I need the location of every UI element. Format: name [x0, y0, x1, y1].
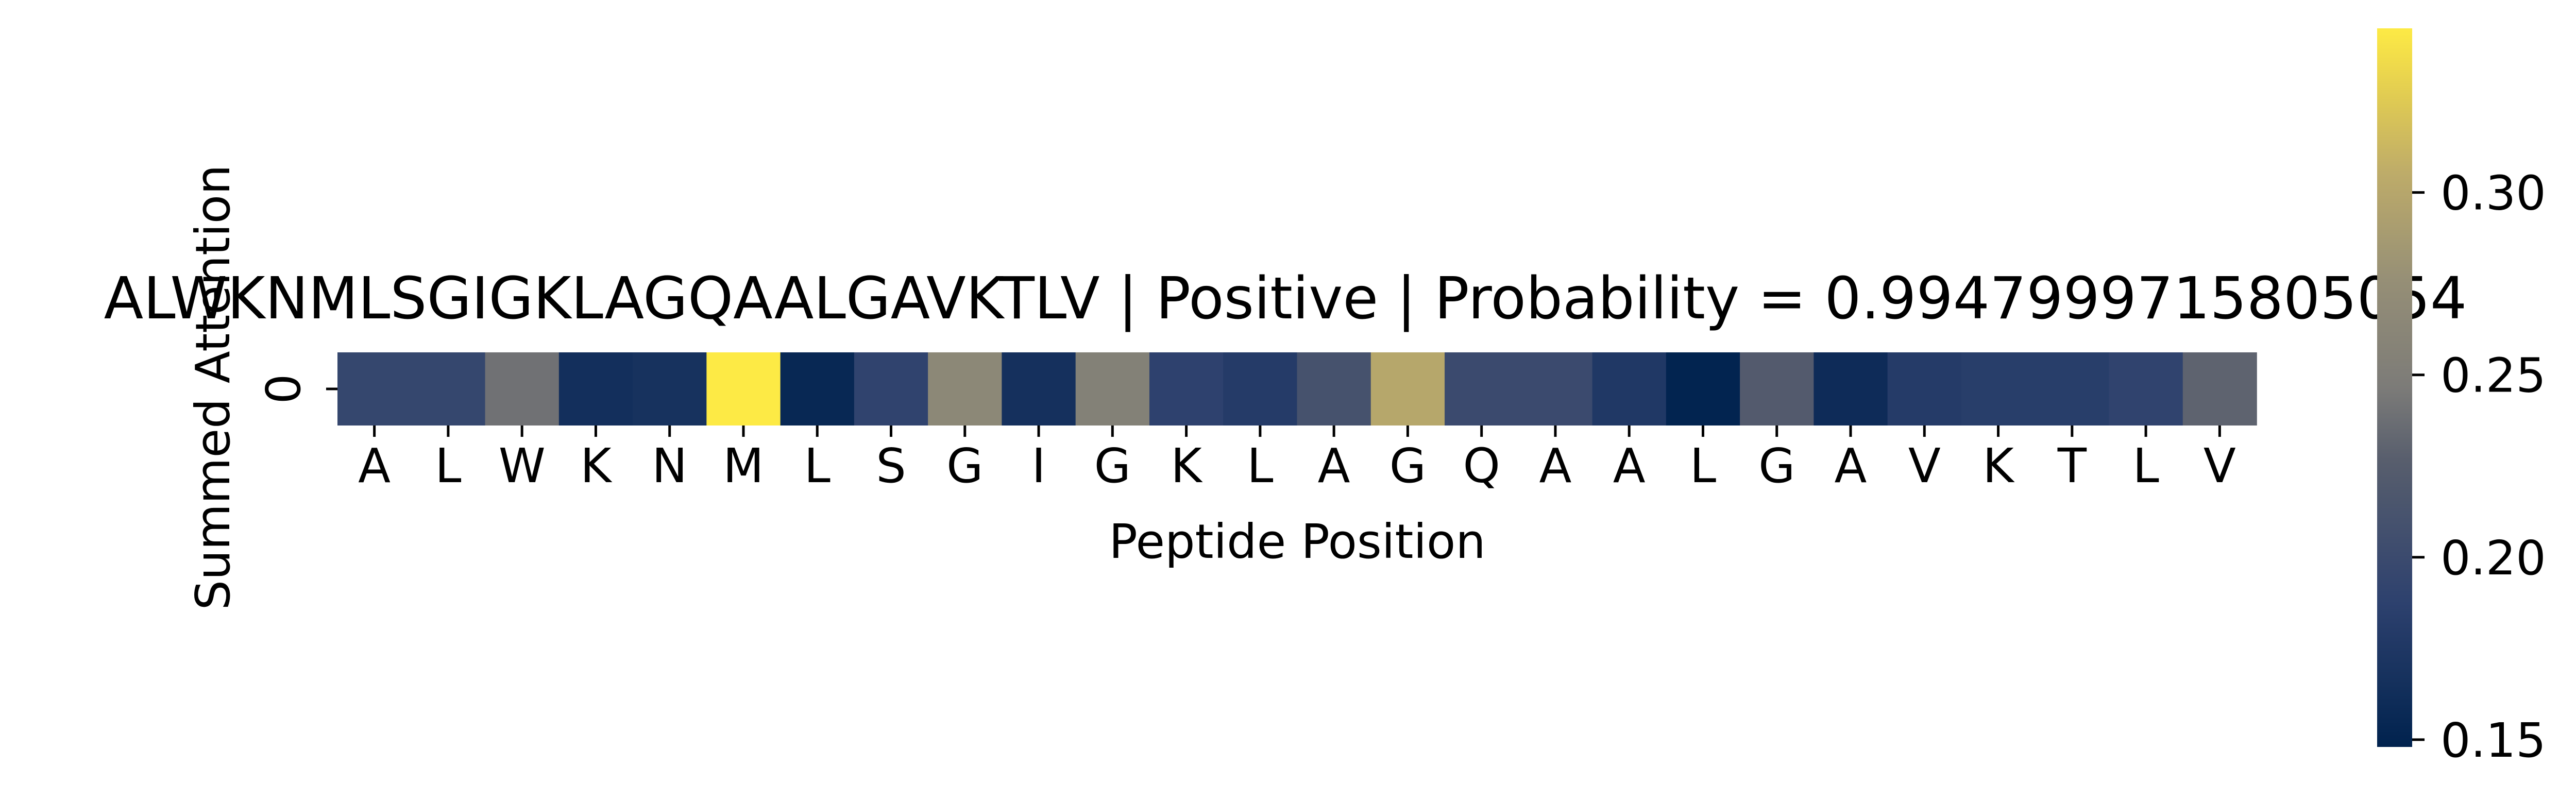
x-tick-label: A: [1613, 438, 1646, 493]
heatmap-cell: [2182, 352, 2257, 425]
heatmap-cells: [337, 352, 2257, 425]
heatmap-cell: [1297, 352, 1371, 425]
heatmap-cell: [928, 352, 1003, 425]
heatmap-cell: [485, 352, 560, 425]
x-tick-label: I: [1031, 438, 1045, 493]
x-tick-label: L: [435, 438, 461, 493]
heatmap-cell: [1370, 352, 1445, 425]
heatmap-cell: [2035, 352, 2110, 425]
x-axis-label: Peptide Position: [1109, 514, 1485, 569]
heatmap-cell: [1002, 352, 1076, 425]
heatmap-cell: [633, 352, 707, 425]
heatmap-cell: [1740, 352, 1815, 425]
y-tick-label: 0: [256, 374, 311, 404]
x-tick-label: G: [1094, 438, 1131, 493]
x-tick-label: A: [1539, 438, 1571, 493]
x-tick-label: K: [580, 438, 613, 493]
x-tick-label: G: [1389, 438, 1426, 493]
heatmap-cell: [1814, 352, 1888, 425]
x-tick-label: L: [1690, 438, 1716, 493]
heatmap-cell: [854, 352, 928, 425]
heatmap-cell: [706, 352, 781, 425]
heatmap-cell: [1075, 352, 1150, 425]
chart-title: ALWKNMLSGIGKLAGQAALGAVKTLV | Positive | …: [104, 265, 2467, 332]
x-tick-label: K: [1171, 438, 1203, 493]
heatmap-cell: [2109, 352, 2183, 425]
heatmap-cell: [558, 352, 633, 425]
colorbar-tick-label: 0.30: [2441, 166, 2546, 221]
x-tick-label: Q: [1463, 438, 1500, 493]
heatmap-cell: [1666, 352, 1740, 425]
colorbar-ticks: 0.15 0.20 0.25 0.30: [2412, 166, 2546, 768]
x-tick-label: L: [804, 438, 831, 493]
x-tick-label: A: [358, 438, 391, 493]
heatmap-cell: [1445, 352, 1519, 425]
heatmap-cell: [1518, 352, 1593, 425]
heatmap-cell: [1592, 352, 1667, 425]
x-tick-label: N: [652, 438, 687, 493]
x-tick-label: A: [1318, 438, 1350, 493]
x-tick-label: V: [2204, 438, 2236, 493]
x-tick-label: L: [2132, 438, 2159, 493]
colorbar-tick-label: 0.25: [2441, 348, 2546, 403]
colorbar-tick-label: 0.20: [2441, 531, 2546, 586]
x-tick-label: V: [1908, 438, 1941, 493]
colorbar: [2377, 28, 2412, 747]
y-axis-ticks: 0: [256, 374, 337, 404]
heatmap-cell: [337, 352, 412, 425]
x-tick-label: M: [723, 438, 764, 493]
heatmap-cell: [411, 352, 486, 425]
heatmap-cell: [780, 352, 855, 425]
x-tick-label: T: [2057, 438, 2087, 493]
heatmap-cell: [1961, 352, 2036, 425]
y-axis-label: Summed Attention: [185, 165, 241, 610]
x-tick-label: K: [1982, 438, 2015, 493]
heatmap-cell: [1223, 352, 1298, 425]
colorbar-tick-label: 0.15: [2441, 713, 2546, 768]
x-tick-label: G: [1758, 438, 1795, 493]
x-tick-label: L: [1247, 438, 1273, 493]
x-tick-label: S: [876, 438, 906, 493]
heatmap-cell: [1887, 352, 1962, 425]
x-tick-label: G: [946, 438, 983, 493]
heatmap-cell: [1149, 352, 1224, 425]
x-tick-label: W: [499, 438, 546, 493]
x-tick-label: A: [1835, 438, 1867, 493]
